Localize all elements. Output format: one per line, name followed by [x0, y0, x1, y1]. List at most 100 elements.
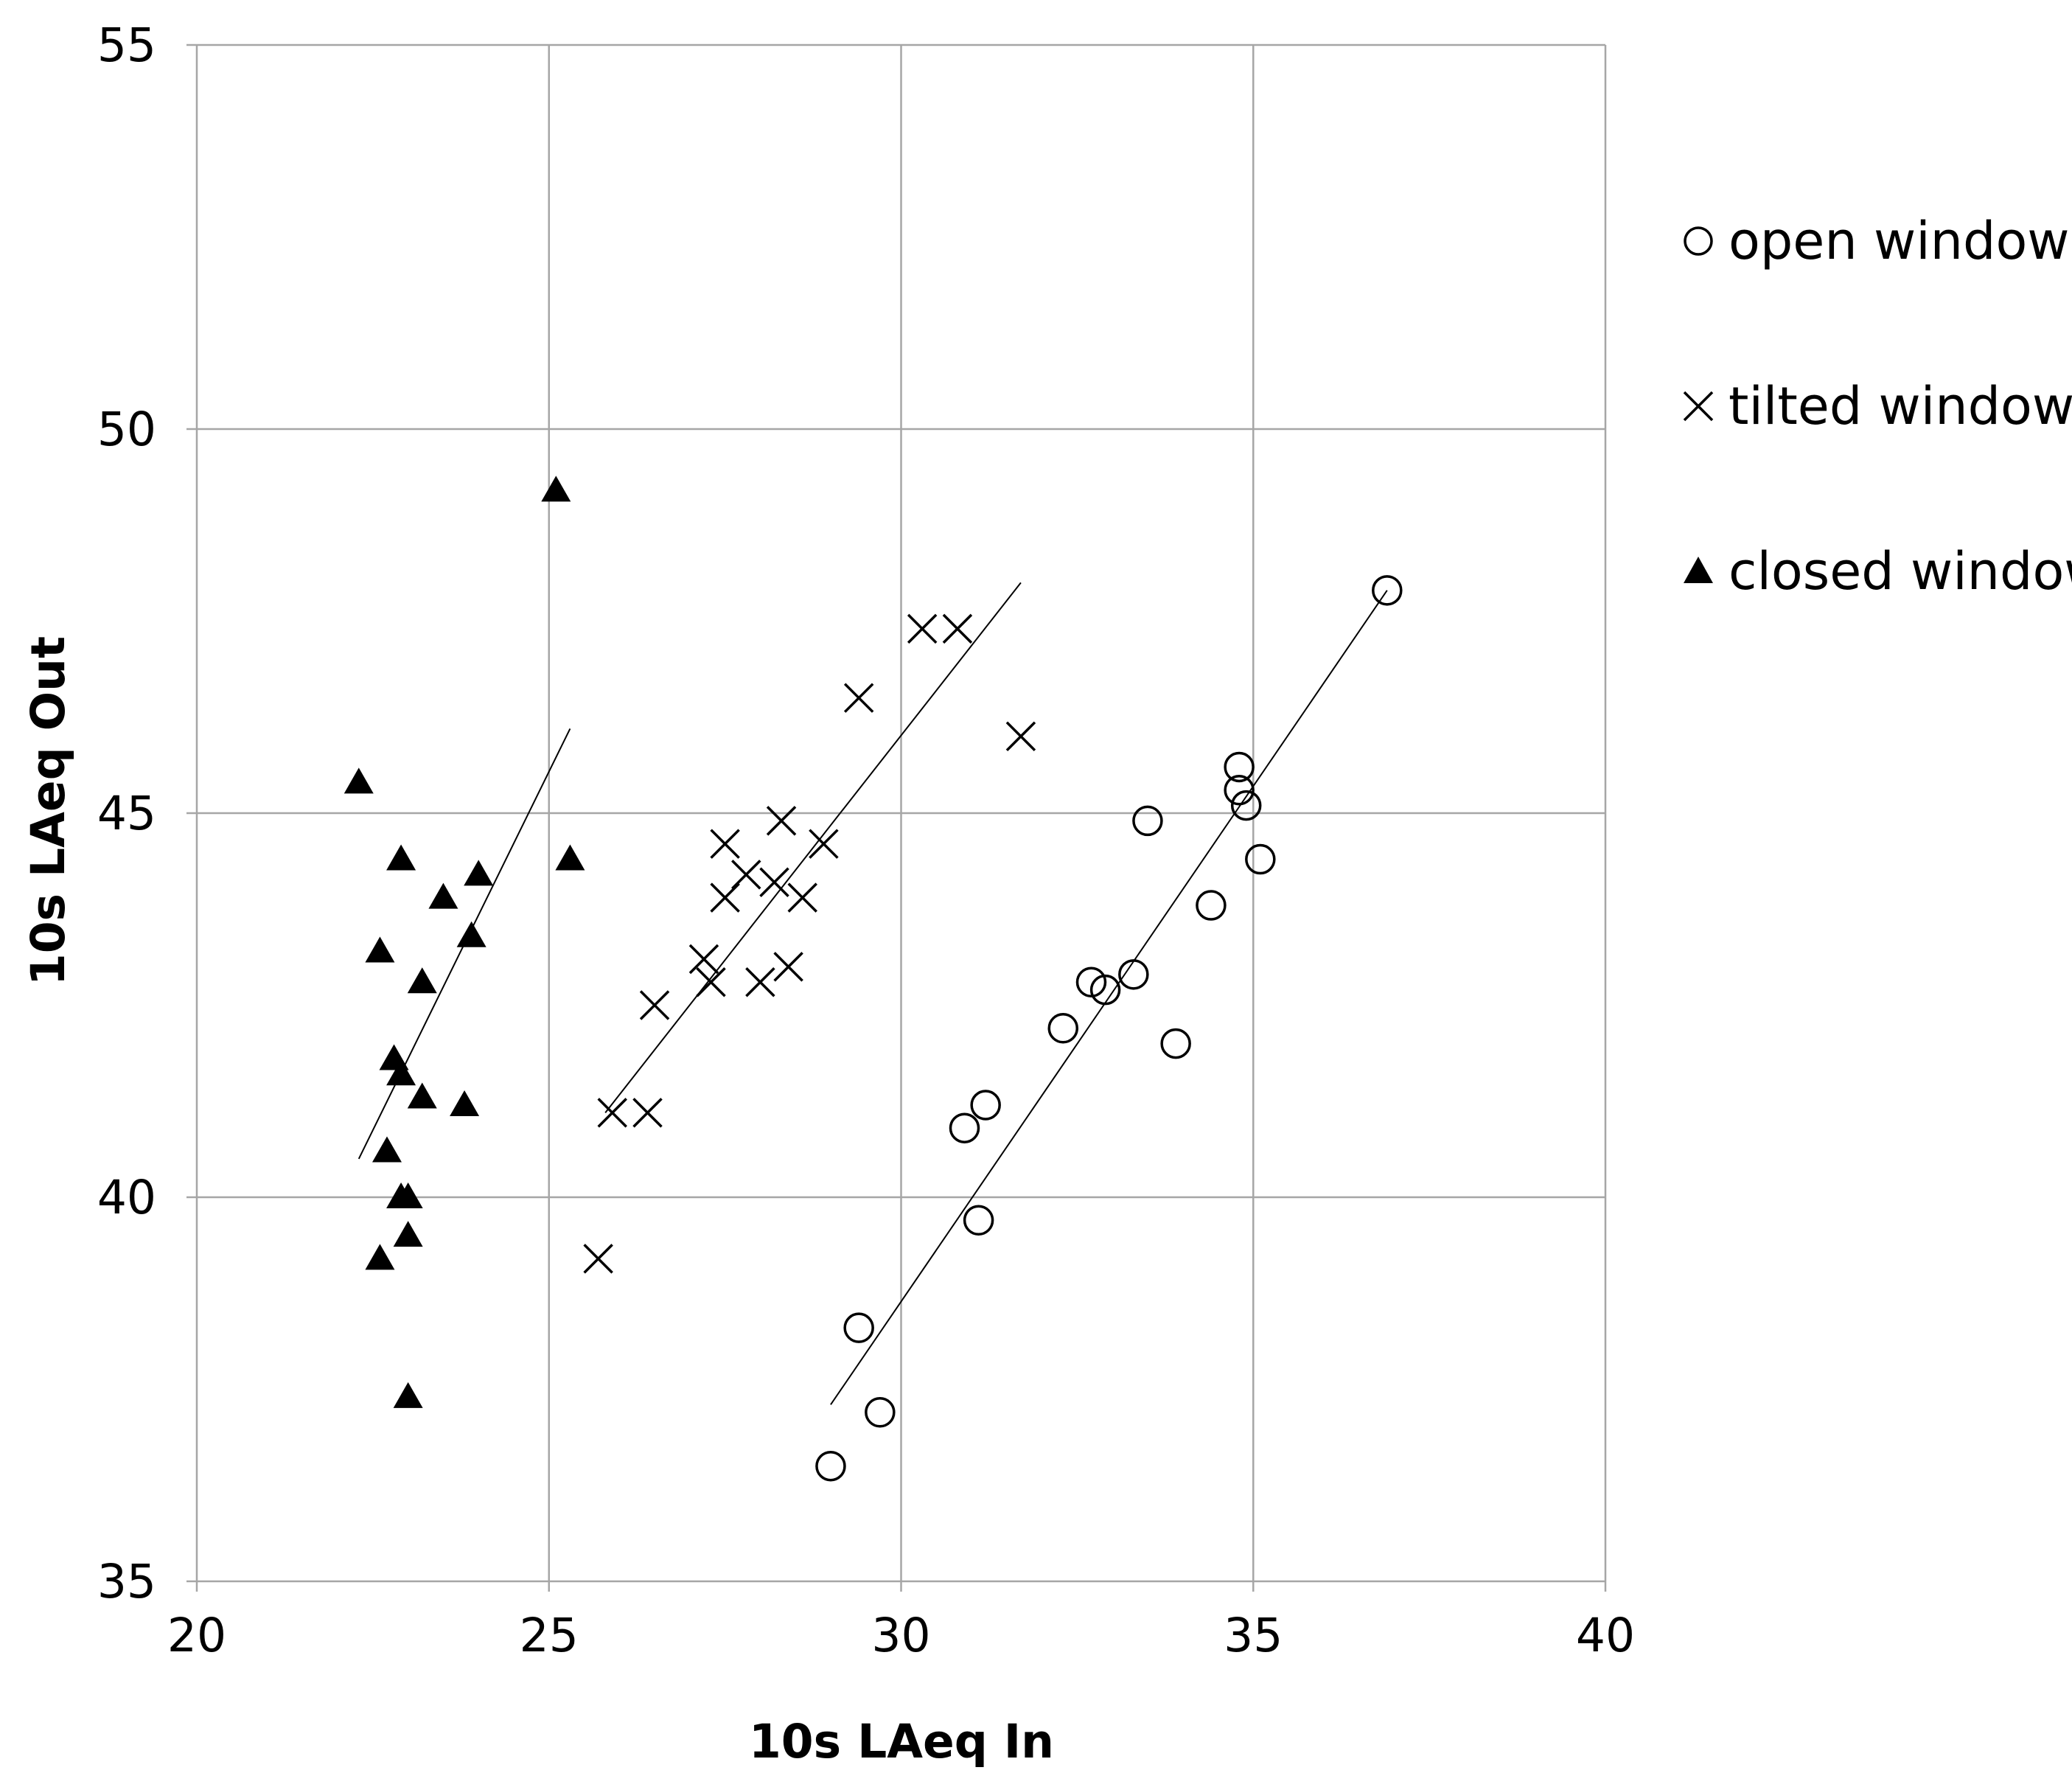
x-marker-stroke [809, 829, 839, 859]
points-layer [343, 476, 1403, 1482]
point-closed-window [464, 860, 494, 886]
point-tilted-window [942, 613, 973, 644]
point-open-window [1132, 805, 1163, 837]
point-open-window [1075, 966, 1107, 997]
point-tilted-window [759, 867, 789, 898]
trendline-tilted-window [604, 582, 1022, 1113]
point-tilted-window [843, 683, 874, 713]
point-open-window [865, 1397, 896, 1428]
point-open-window [1089, 974, 1121, 1006]
point-open-window [1118, 959, 1149, 990]
point-tilted-window [583, 1244, 613, 1274]
legend-label-tilted-window: tilted window [1729, 376, 2072, 436]
point-open-window [843, 1312, 874, 1343]
x-marker-stroke [745, 967, 775, 997]
point-open-window [1047, 1013, 1079, 1044]
trendline-open-window [830, 590, 1388, 1405]
point-closed-window [343, 767, 374, 794]
point-closed-window [456, 921, 486, 947]
point-closed-window [407, 1082, 437, 1109]
x-marker-stroke [639, 990, 670, 1020]
x-tick-label: 25 [520, 1609, 579, 1662]
legend-marker-tilted-window [1683, 391, 1714, 422]
point-open-window [1196, 890, 1227, 921]
tick-labels-layer: 20 25 30 35 40 35 40 45 50 55 [97, 18, 1635, 1662]
point-tilted-window [809, 829, 839, 859]
legend-item-closed-window: closed window [1684, 541, 2072, 602]
x-marker-stroke [907, 613, 938, 644]
point-closed-window [365, 1244, 395, 1270]
point-closed-window [386, 1059, 416, 1086]
y-tick-label: 55 [97, 18, 156, 72]
legend-item-tilted-window: tilted window [1683, 376, 2072, 436]
point-closed-window [386, 844, 416, 871]
y-tick-label: 35 [97, 1555, 156, 1609]
point-tilted-window [731, 860, 761, 890]
point-open-window [1245, 843, 1276, 875]
point-closed-window [393, 1182, 423, 1208]
x-tick-label: 30 [871, 1609, 930, 1662]
point-closed-window [428, 882, 458, 909]
point-tilted-window [766, 806, 797, 836]
point-tilted-window [688, 944, 719, 975]
y-tick-label: 50 [97, 403, 156, 456]
point-open-window [1224, 751, 1255, 783]
point-closed-window [393, 1382, 423, 1408]
point-open-window [815, 1450, 846, 1482]
y-tick-label: 40 [97, 1171, 156, 1225]
x-tick-label: 40 [1576, 1609, 1635, 1662]
point-tilted-window [597, 1098, 627, 1128]
legend: open window tilted window closed window [1683, 211, 2072, 602]
x-marker-stroke [1683, 391, 1714, 422]
x-tick-label: 35 [1224, 1609, 1283, 1662]
point-tilted-window [710, 829, 740, 859]
point-tilted-window [632, 1098, 663, 1128]
y-tick-label: 45 [97, 787, 156, 840]
point-open-window [1224, 774, 1255, 806]
point-open-window [949, 1112, 980, 1143]
point-tilted-window [745, 967, 775, 997]
point-open-window [963, 1205, 994, 1236]
x-marker-stroke [710, 829, 740, 859]
point-open-window [1160, 1028, 1191, 1059]
x-marker-stroke [942, 613, 973, 644]
point-closed-window [450, 1090, 480, 1116]
x-marker-stroke [766, 806, 797, 836]
x-marker-stroke [632, 1098, 663, 1128]
point-tilted-window [639, 990, 670, 1020]
x-marker-stroke [759, 867, 789, 898]
x-marker-stroke [773, 952, 803, 982]
grid-layer [186, 43, 1607, 1592]
x-marker-stroke [597, 1098, 627, 1128]
x-marker-stroke [787, 882, 817, 913]
point-tilted-window [773, 952, 803, 982]
x-marker-stroke [1005, 721, 1036, 752]
x-tick-label: 20 [167, 1609, 226, 1662]
x-marker-stroke [710, 882, 740, 913]
point-closed-window [541, 476, 571, 502]
point-tilted-window [696, 967, 726, 997]
x-marker-stroke [843, 683, 874, 713]
point-closed-window [555, 844, 585, 871]
x-marker-stroke [688, 944, 719, 975]
legend-label-open-window: open window [1729, 211, 2070, 271]
point-open-window [970, 1090, 1001, 1121]
point-tilted-window [787, 882, 817, 913]
point-closed-window [372, 1136, 402, 1163]
point-tilted-window [1005, 721, 1036, 752]
point-open-window [1372, 575, 1403, 606]
x-axis-title: 10s LAeq In [749, 1715, 1054, 1769]
x-marker-stroke [583, 1244, 613, 1274]
point-open-window [1230, 790, 1262, 821]
point-tilted-window [907, 613, 938, 644]
y-axis-title: 10s LAeq Out [21, 636, 75, 986]
point-closed-window [407, 967, 437, 994]
x-marker-stroke [731, 860, 761, 890]
legend-marker-open-window [1684, 226, 1713, 256]
legend-label-closed-window: closed window [1729, 541, 2072, 602]
point-closed-window [393, 1221, 423, 1247]
x-marker-stroke [696, 967, 726, 997]
point-tilted-window [710, 882, 740, 913]
